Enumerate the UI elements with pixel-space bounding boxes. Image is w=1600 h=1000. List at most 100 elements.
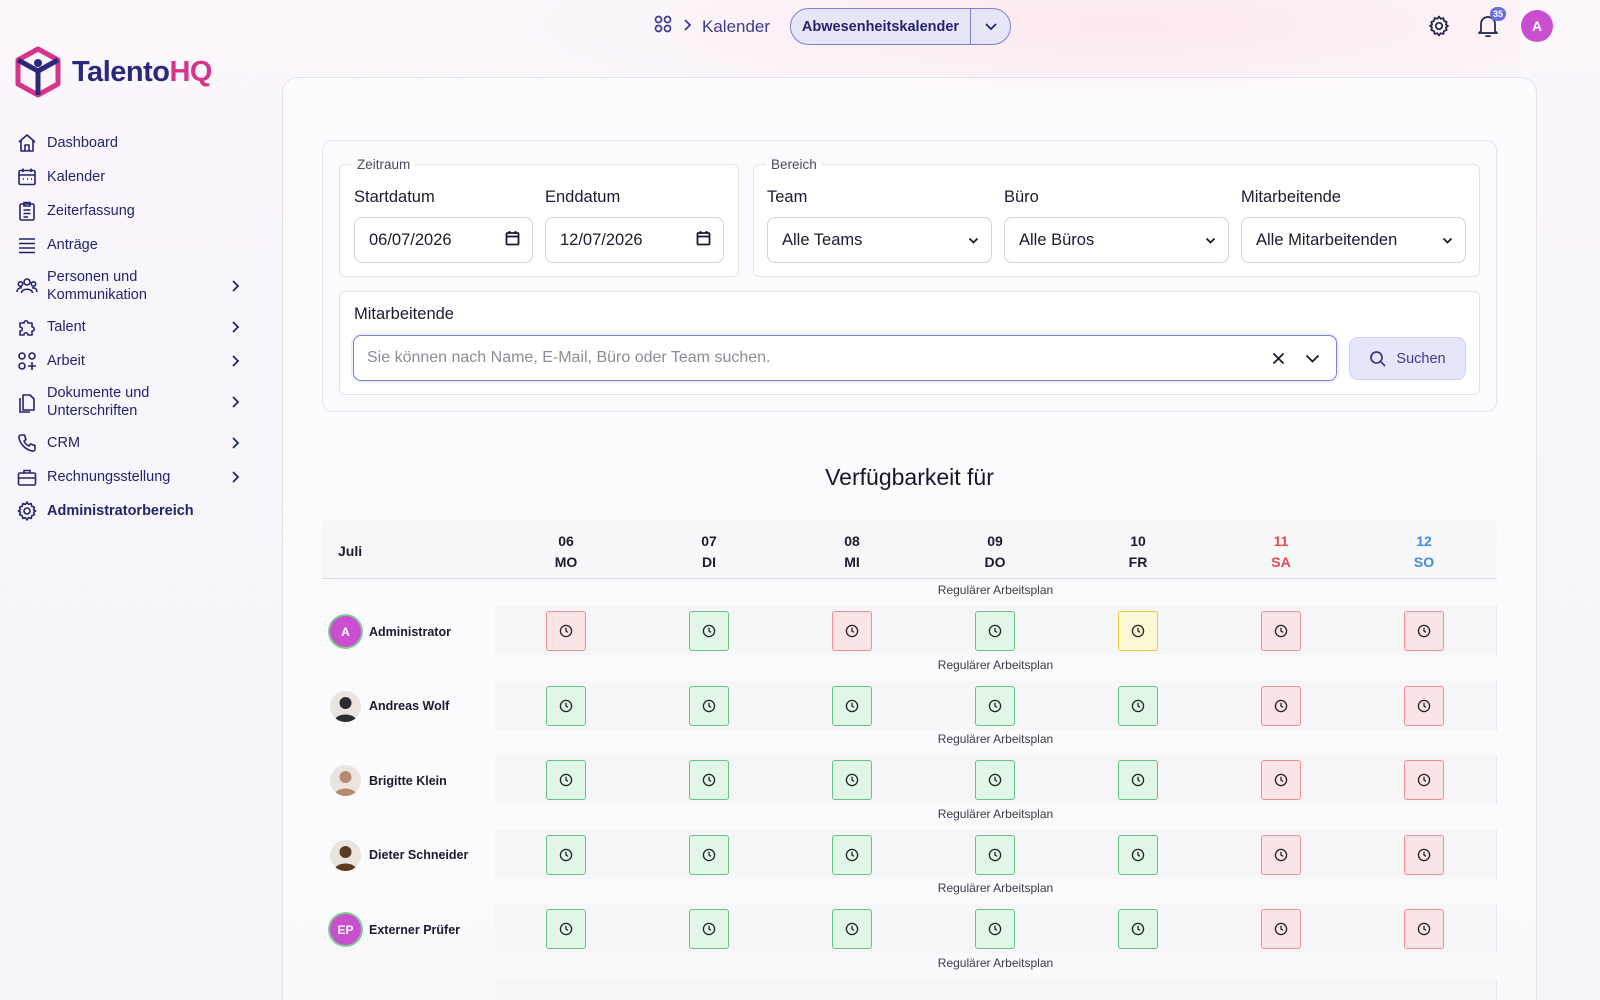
employee[interactable]: EP Externer Prüfer	[330, 914, 460, 945]
availability-cell-green[interactable]	[689, 834, 729, 875]
availability-cell-green[interactable]	[975, 834, 1015, 875]
employee-name: Brigitte Klein	[369, 773, 447, 788]
notification-count-badge: 35	[1490, 7, 1506, 21]
day-number: 09	[987, 533, 1003, 549]
availability-cell-green[interactable]	[832, 834, 872, 875]
availability-cell-red[interactable]	[1261, 909, 1301, 949]
notifications-bell-icon[interactable]	[1474, 12, 1502, 40]
clear-x-icon[interactable]	[1272, 352, 1285, 365]
availability-cell-green[interactable]	[832, 685, 872, 726]
sidebar-item-dokumente-und-unterschriften[interactable]: Dokumente und Unterschriften	[16, 380, 244, 424]
day-abbr: SO	[1413, 554, 1435, 570]
sidebar-item-kalender[interactable]: Kalender	[16, 160, 244, 194]
chevron-right-icon[interactable]	[226, 470, 244, 484]
breadcrumb-current[interactable]: Kalender	[702, 16, 771, 36]
availability-cell-green[interactable]	[1118, 685, 1158, 726]
availability-cell-green[interactable]	[832, 909, 872, 949]
sidebar-item-anträge[interactable]: Anträge	[16, 228, 244, 262]
availability-cell-green[interactable]	[689, 685, 729, 726]
clock-icon	[845, 699, 859, 713]
home-icon	[16, 132, 38, 154]
employee-row: Regulärer Arbeitsplan A Administrator	[322, 580, 1497, 655]
day-number: 07	[701, 533, 717, 549]
availability-cell-red[interactable]	[1404, 611, 1444, 651]
employee-name: Externer Prüfer	[369, 922, 461, 937]
clock-icon	[702, 922, 716, 936]
availability-cell-red[interactable]	[1261, 760, 1301, 800]
availability-title: Verfügbarkeit für	[825, 464, 994, 490]
availability-cell-green[interactable]	[689, 909, 729, 949]
user-avatar[interactable]: A	[1521, 10, 1553, 42]
employee[interactable]: Brigitte Klein	[330, 765, 447, 796]
sidebar-nav: Dashboard Kalender Zeiterfassung Anträge Per…	[16, 126, 244, 528]
availability-cell-red[interactable]	[1261, 834, 1301, 875]
availability-cell-green[interactable]	[546, 760, 586, 800]
availability-cell-red[interactable]	[1404, 685, 1444, 726]
end-date-input[interactable]: 12/07/2026	[545, 217, 724, 263]
sidebar-item-zeiterfassung[interactable]: Zeiterfassung	[16, 194, 244, 228]
availability-cell-green[interactable]	[975, 685, 1015, 726]
calendar-icon	[16, 166, 38, 188]
sidebar-item-personen-und-kommunikation[interactable]: Personen und Kommunikation	[16, 264, 244, 308]
employee-search-input[interactable]: Sie können nach Name, E-Mail, Büro oder …	[353, 335, 1337, 381]
clock-icon	[1274, 922, 1288, 936]
chevron-right-icon[interactable]	[226, 395, 244, 409]
sidebar-item-label: CRM	[47, 435, 81, 451]
availability-cell-green[interactable]	[975, 909, 1015, 949]
chevron-right-icon[interactable]	[226, 436, 244, 450]
employees-select[interactable]: Alle Mitarbeitenden	[1241, 217, 1466, 263]
chevron-right-icon[interactable]	[226, 354, 244, 368]
availability-cell-green[interactable]	[1118, 834, 1158, 875]
employee[interactable]: Dieter Schneider	[330, 839, 468, 871]
availability-cell-green[interactable]	[975, 760, 1015, 800]
availability-cell-green[interactable]	[689, 760, 729, 800]
sidebar-item-arbeit[interactable]: Arbeit	[16, 344, 244, 378]
search-icon	[1369, 350, 1387, 368]
calendar-picker-icon[interactable]	[505, 230, 520, 251]
availability-cell-green[interactable]	[832, 760, 872, 800]
sidebar-item-crm[interactable]: CRM	[16, 426, 244, 460]
availability-cell-red[interactable]	[1404, 909, 1444, 949]
chevron-right-icon[interactable]	[226, 320, 244, 334]
apps-grid-icon[interactable]	[654, 15, 672, 38]
availability-cell-green[interactable]	[1118, 909, 1158, 949]
availability-cell-green[interactable]	[975, 611, 1015, 651]
availability-cell-yellow[interactable]	[1118, 611, 1158, 651]
sidebar-item-administratorbereich[interactable]: Administratorbereich	[16, 494, 244, 528]
availability-cell-green[interactable]	[546, 834, 586, 875]
start-date-input[interactable]: 06/07/2026	[354, 217, 533, 263]
absence-calendar-button[interactable]: Abwesenheitskalender	[791, 9, 971, 44]
availability-cell-red[interactable]	[1261, 685, 1301, 726]
availability-cell-green[interactable]	[546, 909, 586, 949]
availability-cell-red[interactable]	[1404, 760, 1444, 800]
bereich-legend: Bereich	[771, 157, 817, 172]
availability-cell-red[interactable]	[546, 611, 586, 651]
sidebar-item-talent[interactable]: Talent	[16, 310, 244, 344]
availability-cell-green[interactable]	[689, 611, 729, 651]
search-button[interactable]: Suchen	[1349, 337, 1466, 380]
office-select[interactable]: Alle Büros	[1004, 217, 1229, 263]
avatar	[330, 839, 361, 871]
brand-part1: Talento	[72, 55, 170, 88]
employee[interactable]: Andreas Wolf	[330, 690, 449, 722]
availability-cell-green[interactable]	[546, 685, 586, 726]
availability-cell-green[interactable]	[1118, 760, 1158, 800]
employee[interactable]: A Administrator	[330, 616, 451, 647]
chevron-right-icon[interactable]	[226, 279, 244, 293]
sidebar-item-rechnungsstellung[interactable]: Rechnungsstellung	[16, 460, 244, 494]
clock-icon	[1274, 773, 1288, 787]
brand-part2: HQ	[169, 55, 212, 88]
team-select[interactable]: Alle Teams	[767, 217, 992, 263]
availability-cell-red[interactable]	[1404, 834, 1444, 875]
clock-icon	[1274, 699, 1288, 713]
chevron-down-icon[interactable]	[1305, 354, 1320, 363]
availability-cell-red[interactable]	[1261, 611, 1301, 651]
chevron-down-icon[interactable]	[971, 9, 1010, 44]
day-abbr: FR	[1128, 554, 1148, 570]
day-header: 09 DO	[955, 531, 1035, 573]
logo[interactable]: TalentoHQ	[14, 46, 212, 98]
sidebar-item-dashboard[interactable]: Dashboard	[16, 126, 244, 160]
settings-gear-icon[interactable]	[1425, 12, 1453, 40]
calendar-picker-icon[interactable]	[696, 230, 711, 251]
availability-cell-red[interactable]	[832, 611, 872, 651]
